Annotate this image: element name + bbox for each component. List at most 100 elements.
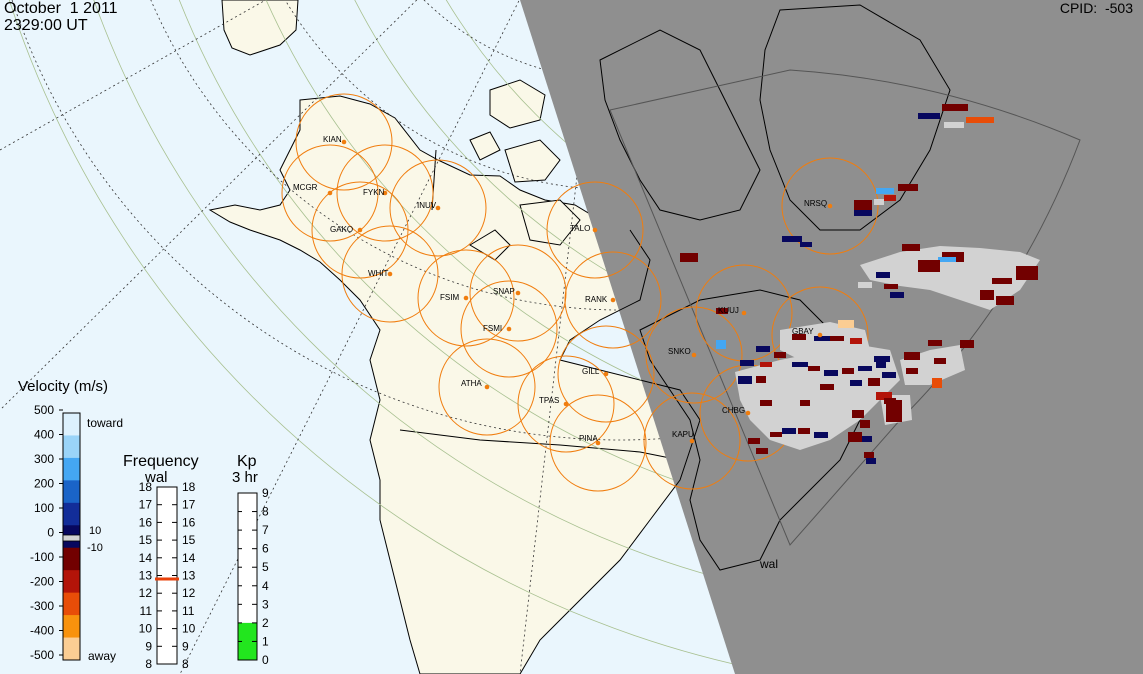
scatter-cell [820,384,834,390]
station-label-gill: GILL [582,367,600,376]
scatter-cell [860,420,870,428]
scatter-cell [1016,266,1038,280]
scatter-cell [792,362,808,367]
frequency-legend: Frequency wal 18 18 17 17 16 16 15 15 14 14 13 13 12… [123,453,199,671]
station-label-chbg: CHBG [722,406,745,415]
fov-circle-kapu [643,392,741,490]
station-label-kuuj: KUUJ [718,306,739,315]
scatter-cell [890,292,904,298]
fov-circle-rank [564,251,662,349]
scatter-cell [808,366,820,371]
fov-circle-atha [438,338,536,436]
velocity-color-swatch [63,547,80,571]
scatter-cell [740,360,754,366]
scatter-cell [782,236,802,242]
velocity-color-swatch [63,502,80,526]
velocity-color-swatch [63,615,80,639]
velocity-tick-label: -500 [30,648,54,662]
frequency-tick-label-left: 17 [139,498,153,512]
scatter-cell [792,334,806,340]
station-dot-atha [484,384,490,390]
fov-circle-talo [546,181,644,279]
kp-tick-label: 7 [262,523,269,537]
station-dot-gbay [817,332,823,338]
station-dot-snko [691,352,697,358]
frequency-tick-label-left: 8 [145,657,152,671]
scatter-cell [980,290,994,300]
fov-circle-pina [549,394,647,492]
velocity-ground-scatter-swatch [62,534,81,542]
scatter-cell [862,436,872,442]
frequency-tick-label-right: 8 [182,657,189,671]
frequency-tick-label-left: 9 [145,639,152,653]
scatter-cell [756,448,768,454]
station-dot-fykn [382,190,388,196]
velocity-color-swatch [63,480,80,504]
scatter-cell [906,368,918,374]
fov-circle-snko [645,306,743,404]
velocity-color-swatch [63,592,80,616]
scatter-cell [996,296,1014,305]
frequency-tick-label-right: 12 [182,586,196,600]
velocity-color-swatch [63,435,80,459]
velocity-pos-ref: 10 [89,525,101,537]
scatter-cell [932,378,942,388]
velocity-tick-label: -200 [30,575,54,589]
station-label-fsmi: FSMI [483,324,502,333]
scatter-cell [738,376,752,384]
scatter-cell [876,188,894,194]
scatter-cell [934,358,946,364]
station-dot-talo [592,227,598,233]
station-dot-fsmi [506,326,512,332]
scatter-cell [884,284,898,289]
station-label-talo: TALO [570,224,590,233]
velocity-color-swatch [63,637,80,661]
kp-tick-label: 6 [262,542,269,556]
scatter-cell [814,336,830,341]
station-label-inuv: INUV [417,201,437,210]
frequency-tick-label-right: 18 [182,480,196,494]
station-label-tpas: TPAS [539,396,559,405]
station-label-pina: PINA [579,434,598,443]
scatter-cell [798,428,810,434]
frequency-tick-label-right: 14 [182,551,196,565]
scatter-cell [882,372,896,378]
frequency-tick-label-left: 12 [139,586,153,600]
kp-tick-label: 2 [262,616,269,630]
frequency-legend-subtitle: wal [144,469,168,486]
arctic-island-1 [489,79,546,129]
kp-tick-label: 0 [262,653,269,667]
station-markers: KIAN MCGR FYKN INUV GAKO WHIT TALO FSIM SNAP FSMI… [293,135,833,446]
scatter-cell [928,340,942,346]
fov-circle-whit [341,225,439,323]
scatter-cell [992,278,1012,284]
fov-circle-snap [469,244,567,342]
kp-legend-subtitle: 3 hr [232,469,258,486]
velocity-tick-label: -400 [30,624,54,638]
scatter-cell [858,282,872,288]
scatter-cell [756,346,770,352]
station-dot-inuv [435,205,441,211]
kp-legend-title: Kp [237,453,257,470]
scatter-cell [848,432,862,442]
kp-tick-label: 3 [262,597,269,611]
fov-circle-fsim [417,249,515,347]
scatter-cell [854,200,872,212]
velocity-color-swatch [63,413,80,436]
station-label-gbay: GBAY [792,327,814,336]
station-label-fykn: FYKN [363,188,385,197]
arctic-island-2 [504,139,561,183]
frequency-tick-label-right: 13 [182,569,196,583]
frequency-tick-label-right: 9 [182,639,189,653]
velocity-color-swatch [63,457,80,481]
station-fov-circles [281,93,879,492]
station-dot-gako [357,227,363,233]
cpid-label: CPID: -503 [1059,0,1133,16]
scatter-cell [876,272,890,278]
station-label-kapu: KAPU [672,430,694,439]
station-dot-whit [387,271,393,277]
scatter-cell [824,370,838,376]
timestamp-header: October 1 2011 2329:00 UT [4,0,118,34]
kp-tick-label: 5 [262,560,269,574]
